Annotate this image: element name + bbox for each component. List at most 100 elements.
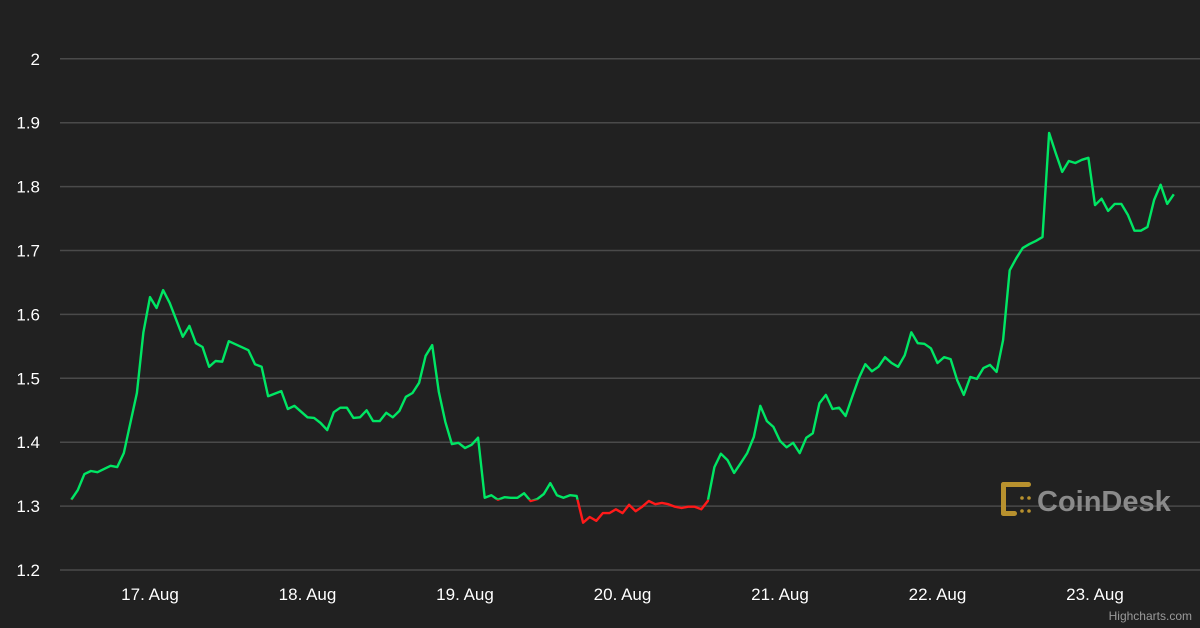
data-point[interactable]	[757, 403, 763, 409]
data-point[interactable]	[751, 434, 757, 440]
data-point[interactable]	[554, 492, 560, 498]
data-point[interactable]	[364, 407, 370, 413]
data-point[interactable]	[449, 441, 455, 447]
data-point[interactable]	[1118, 201, 1124, 207]
data-point[interactable]	[528, 498, 534, 504]
data-point[interactable]	[429, 342, 435, 348]
data-point[interactable]	[698, 506, 704, 512]
data-point[interactable]	[941, 354, 947, 360]
data-point[interactable]	[1158, 182, 1164, 188]
data-point[interactable]	[862, 361, 868, 367]
data-point[interactable]	[836, 405, 842, 411]
data-point[interactable]	[803, 435, 809, 441]
data-point[interactable]	[790, 440, 796, 446]
data-point[interactable]	[889, 360, 895, 366]
data-point[interactable]	[639, 504, 645, 510]
data-point[interactable]	[823, 392, 829, 398]
data-point[interactable]	[908, 329, 914, 335]
data-point[interactable]	[259, 364, 265, 370]
data-point[interactable]	[291, 403, 297, 409]
data-point[interactable]	[219, 359, 225, 365]
data-point[interactable]	[160, 287, 166, 293]
data-point[interactable]	[121, 450, 127, 456]
data-point[interactable]	[265, 393, 271, 399]
data-point[interactable]	[974, 376, 980, 382]
data-point[interactable]	[200, 344, 206, 350]
data-point[interactable]	[987, 362, 993, 368]
data-point[interactable]	[482, 495, 488, 501]
data-point[interactable]	[488, 492, 494, 498]
data-point[interactable]	[1079, 157, 1085, 163]
data-point[interactable]	[475, 435, 481, 441]
data-point[interactable]	[455, 440, 461, 446]
data-point[interactable]	[895, 364, 901, 370]
data-point[interactable]	[731, 470, 737, 476]
data-point[interactable]	[495, 497, 501, 503]
data-point[interactable]	[606, 510, 612, 516]
data-point[interactable]	[593, 518, 599, 524]
data-point[interactable]	[436, 389, 442, 395]
data-point[interactable]	[147, 294, 153, 300]
data-point[interactable]	[423, 353, 429, 359]
data-point[interactable]	[994, 369, 1000, 375]
data-point[interactable]	[725, 457, 731, 463]
data-point[interactable]	[574, 493, 580, 499]
data-point[interactable]	[961, 392, 967, 398]
data-point[interactable]	[252, 361, 258, 367]
data-point[interactable]	[915, 340, 921, 346]
data-point[interactable]	[830, 406, 836, 412]
data-point[interactable]	[547, 480, 553, 486]
data-point[interactable]	[337, 405, 343, 411]
data-point[interactable]	[764, 418, 770, 424]
data-point[interactable]	[902, 352, 908, 358]
data-point[interactable]	[1026, 241, 1032, 247]
data-point[interactable]	[580, 520, 586, 526]
data-point[interactable]	[679, 505, 685, 511]
data-point[interactable]	[370, 418, 376, 424]
data-point[interactable]	[311, 415, 317, 421]
data-point[interactable]	[134, 390, 140, 396]
data-point[interactable]	[442, 419, 448, 425]
data-point[interactable]	[560, 495, 566, 501]
data-point[interactable]	[390, 414, 396, 420]
data-point[interactable]	[1125, 212, 1131, 218]
highcharts-credit[interactable]: Highcharts.com	[1109, 609, 1192, 623]
data-point[interactable]	[462, 445, 468, 451]
data-point[interactable]	[659, 500, 665, 506]
data-point[interactable]	[245, 347, 251, 353]
data-point[interactable]	[1171, 191, 1177, 197]
data-point[interactable]	[1151, 197, 1157, 203]
data-point[interactable]	[1007, 267, 1013, 273]
data-point[interactable]	[843, 413, 849, 419]
data-point[interactable]	[652, 501, 658, 507]
data-point[interactable]	[410, 390, 416, 396]
data-point[interactable]	[718, 451, 724, 457]
data-point[interactable]	[206, 364, 212, 370]
data-point[interactable]	[954, 377, 960, 383]
data-point[interactable]	[692, 504, 698, 510]
data-point[interactable]	[705, 498, 711, 504]
data-point[interactable]	[626, 502, 632, 508]
data-point[interactable]	[140, 329, 146, 335]
data-point[interactable]	[318, 420, 324, 426]
data-point[interactable]	[1145, 224, 1151, 230]
data-point[interactable]	[856, 375, 862, 381]
data-point[interactable]	[469, 442, 475, 448]
data-point[interactable]	[357, 414, 363, 420]
data-point[interactable]	[711, 464, 717, 470]
data-point[interactable]	[416, 380, 422, 386]
data-point[interactable]	[1059, 169, 1065, 175]
data-point[interactable]	[665, 501, 671, 507]
data-point[interactable]	[81, 471, 87, 477]
data-point[interactable]	[114, 464, 120, 470]
data-point[interactable]	[1053, 150, 1059, 156]
data-point[interactable]	[1033, 238, 1039, 244]
data-point[interactable]	[1040, 234, 1046, 240]
data-point[interactable]	[1000, 337, 1006, 343]
data-point[interactable]	[75, 487, 81, 493]
data-point[interactable]	[1099, 196, 1105, 202]
data-point[interactable]	[587, 514, 593, 520]
data-point[interactable]	[600, 510, 606, 516]
data-point[interactable]	[1066, 158, 1072, 164]
data-point[interactable]	[278, 388, 284, 394]
